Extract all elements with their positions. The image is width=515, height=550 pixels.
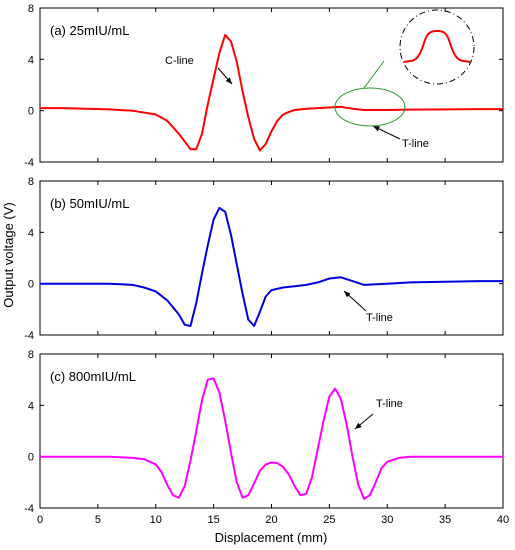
arrow-head bbox=[355, 422, 362, 429]
y-tick-label: -4 bbox=[24, 503, 34, 515]
x-tick-label: 20 bbox=[265, 514, 277, 526]
arrow-head bbox=[225, 77, 232, 84]
x-axis-label: Displacement (mm) bbox=[215, 530, 328, 545]
y-axis-label: Output voltage (V) bbox=[1, 202, 16, 308]
arrow-head bbox=[344, 291, 351, 298]
y-tick-label: 4 bbox=[28, 54, 34, 66]
panel-2: -4 0 4 8 (b) 50mIU/mL T-line bbox=[24, 176, 504, 342]
panel-label: (a) 25mIU/mL bbox=[50, 23, 129, 38]
y-tick-label: 8 bbox=[28, 176, 34, 188]
t-line-arrow bbox=[354, 413, 374, 430]
y-tick-label: 0 bbox=[28, 279, 34, 291]
y-tick-label: 4 bbox=[28, 227, 34, 239]
t-line-arrow bbox=[343, 290, 367, 312]
t-line-label: T-line bbox=[366, 312, 393, 324]
inset-circle bbox=[399, 9, 475, 85]
t-line-label: T-line bbox=[376, 398, 403, 410]
series-line-1 bbox=[40, 377, 503, 500]
arrow-head bbox=[373, 126, 380, 132]
y-tick-label: 4 bbox=[28, 400, 34, 412]
panel-label: (b) 50mIU/mL bbox=[50, 196, 129, 211]
x-tick-label: 40 bbox=[497, 514, 509, 526]
panel-label: (c) 800mIU/mL bbox=[50, 369, 136, 384]
y-tick-label: 0 bbox=[28, 106, 34, 118]
series-line-1 bbox=[40, 206, 503, 327]
x-tick-label: 0 bbox=[37, 514, 43, 526]
t-line-label: T-line bbox=[402, 138, 429, 150]
x-tick-label: 5 bbox=[95, 514, 101, 526]
x-tick-label: 15 bbox=[208, 514, 220, 526]
t-line-highlight-circle bbox=[334, 87, 406, 127]
c-line-label: C-line bbox=[165, 55, 194, 67]
y-tick-label: 0 bbox=[28, 452, 34, 464]
series-line-1 bbox=[40, 33, 503, 152]
y-tick-label: 8 bbox=[28, 3, 34, 15]
panel-1: -4 0 4 8 (a) 25mIU/mL C-line T-line bbox=[24, 3, 504, 169]
inset-connector-line bbox=[363, 60, 385, 89]
inset-zoom-curve bbox=[403, 29, 471, 63]
x-tick-label: 25 bbox=[323, 514, 335, 526]
y-tick-label: -4 bbox=[24, 330, 34, 342]
x-tick-label: 30 bbox=[381, 514, 393, 526]
x-tick-label: 35 bbox=[439, 514, 451, 526]
y-tick-label: -4 bbox=[24, 157, 34, 169]
c-line-arrow bbox=[217, 67, 233, 85]
x-tick-label: 10 bbox=[150, 514, 162, 526]
y-tick-label: 8 bbox=[28, 349, 34, 361]
t-line-arrow bbox=[372, 125, 401, 140]
